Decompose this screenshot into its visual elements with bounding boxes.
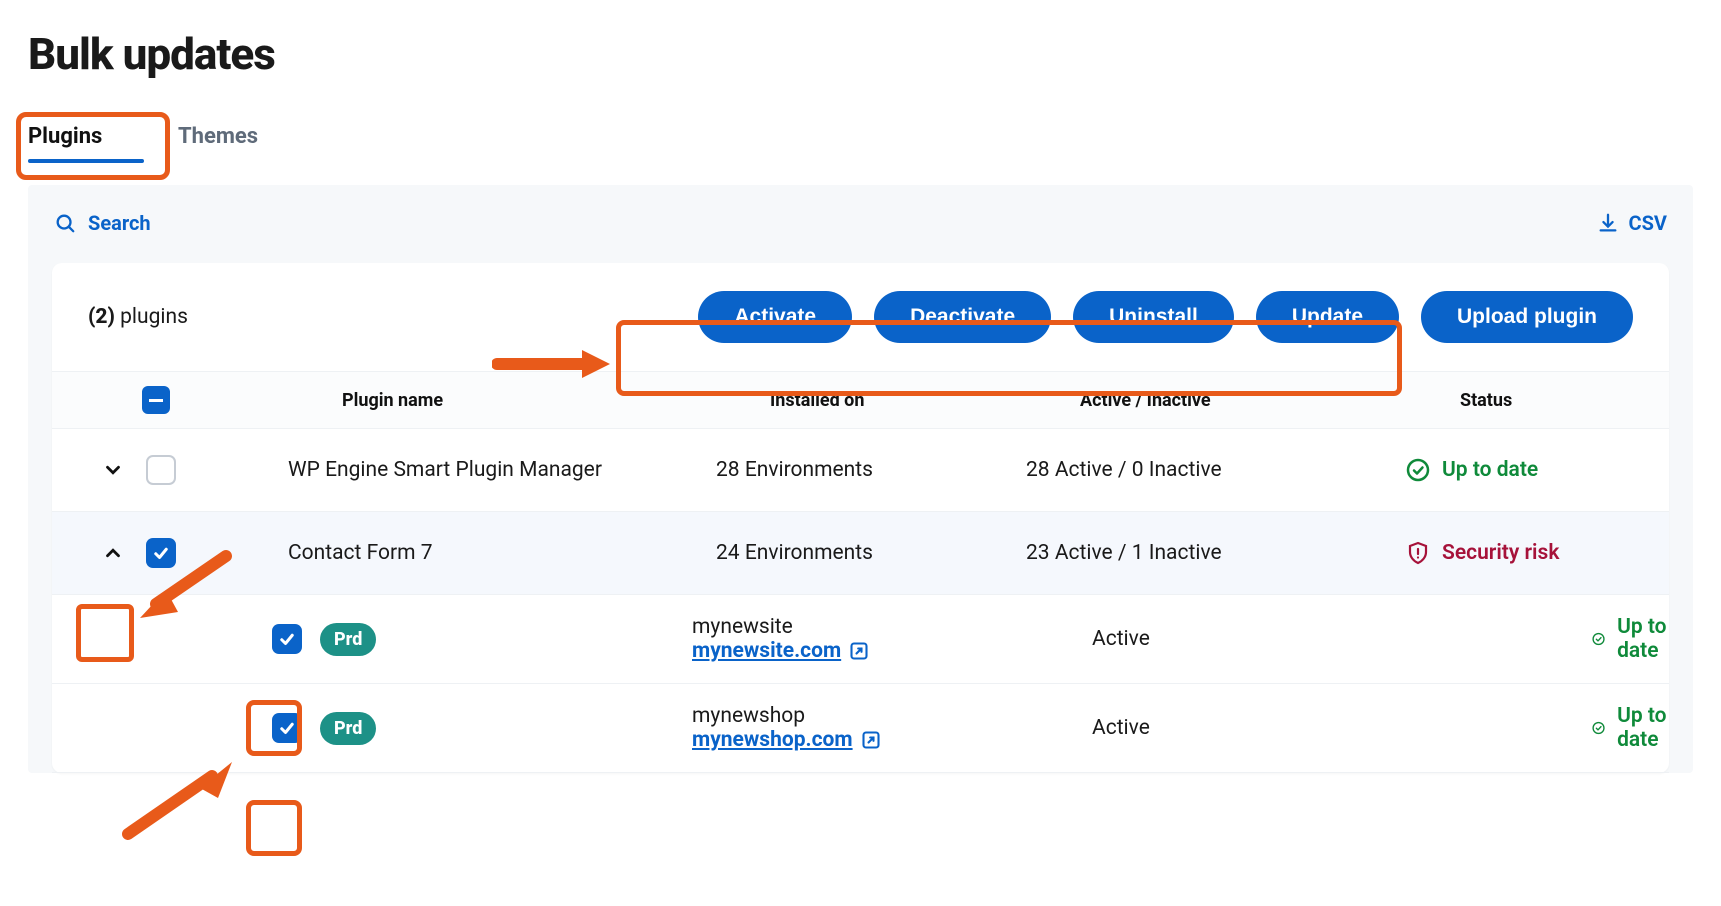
activate-button[interactable]: Activate bbox=[698, 291, 852, 343]
status-label: Up to date bbox=[1617, 615, 1669, 663]
status-label: Up to date bbox=[1442, 458, 1538, 482]
csv-button[interactable]: CSV bbox=[1597, 211, 1667, 235]
check-circle-icon bbox=[1406, 458, 1430, 482]
status-label: Up to date bbox=[1617, 704, 1669, 752]
external-link-icon bbox=[849, 641, 869, 661]
table-row: WP Engine Smart Plugin Manager 28 Enviro… bbox=[52, 429, 1669, 512]
update-button[interactable]: Update bbox=[1256, 291, 1399, 343]
checkmark-icon bbox=[152, 544, 170, 562]
plugin-count-number: (2) bbox=[88, 305, 115, 329]
upload-plugin-button[interactable]: Upload plugin bbox=[1421, 291, 1633, 343]
cell-installed-on: 28 Environments bbox=[716, 458, 1026, 482]
site-url: mynewsite.com bbox=[692, 639, 841, 663]
external-link-icon bbox=[861, 730, 881, 750]
col-status: Status bbox=[1460, 390, 1633, 411]
download-icon bbox=[1597, 212, 1619, 234]
tabs: Plugins Themes bbox=[28, 118, 1693, 163]
col-installed-on: Installed on bbox=[770, 390, 1080, 411]
uninstall-button[interactable]: Uninstall bbox=[1073, 291, 1234, 343]
tab-themes[interactable]: Themes bbox=[178, 118, 258, 163]
checkmark-icon bbox=[278, 630, 296, 648]
search-label: Search bbox=[88, 211, 151, 235]
table-card: (2) plugins Activate Deactivate Uninstal… bbox=[52, 263, 1669, 773]
plugin-count: (2) plugins bbox=[88, 305, 188, 329]
status-label: Security risk bbox=[1442, 541, 1559, 565]
site-name: mynewsite bbox=[692, 615, 1092, 639]
row-checkbox[interactable] bbox=[146, 455, 176, 485]
action-buttons: Activate Deactivate Uninstall Update Upl… bbox=[698, 291, 1633, 343]
env-badge: Prd bbox=[320, 712, 376, 745]
cell-plugin-name: WP Engine Smart Plugin Manager bbox=[288, 458, 716, 482]
page-title: Bulk updates bbox=[28, 28, 1693, 80]
select-all-checkbox[interactable] bbox=[142, 386, 170, 414]
tab-plugins[interactable]: Plugins bbox=[28, 118, 144, 163]
col-active-inactive: Active / Inactive bbox=[1080, 390, 1460, 411]
search-button[interactable]: Search bbox=[54, 211, 151, 235]
cell-active-inactive: 23 Active / 1 Inactive bbox=[1026, 541, 1406, 565]
deactivate-button[interactable]: Deactivate bbox=[874, 291, 1051, 343]
subrow-active: Active bbox=[1092, 716, 1402, 740]
site-name: mynewshop bbox=[692, 704, 1092, 728]
search-icon bbox=[54, 212, 76, 234]
shield-alert-icon bbox=[1406, 541, 1430, 565]
checkmark-icon bbox=[278, 719, 296, 737]
cell-status: Up to date bbox=[1406, 458, 1633, 482]
annotation-box bbox=[246, 800, 302, 856]
subrow-checkbox[interactable] bbox=[272, 624, 302, 654]
subrow-checkbox[interactable] bbox=[272, 713, 302, 743]
site-url: mynewshop.com bbox=[692, 728, 853, 752]
cell-plugin-name: Contact Form 7 bbox=[288, 541, 716, 565]
csv-label: CSV bbox=[1629, 211, 1667, 235]
check-circle-icon bbox=[1592, 627, 1605, 651]
table-row: Contact Form 7 24 Environments 23 Active… bbox=[52, 512, 1669, 595]
expand-toggle[interactable] bbox=[100, 540, 126, 566]
cell-active-inactive: 28 Active / 0 Inactive bbox=[1026, 458, 1406, 482]
subrow-active: Active bbox=[1092, 627, 1402, 651]
site-link[interactable]: mynewshop.com bbox=[692, 728, 881, 752]
expand-toggle[interactable] bbox=[100, 457, 126, 483]
site-link[interactable]: mynewsite.com bbox=[692, 639, 869, 663]
row-checkbox[interactable] bbox=[146, 538, 176, 568]
chevron-down-icon bbox=[102, 459, 124, 481]
cell-status: Security risk bbox=[1406, 541, 1633, 565]
chevron-up-icon bbox=[102, 542, 124, 564]
tab-plugins-underline bbox=[28, 159, 144, 163]
cell-installed-on: 24 Environments bbox=[716, 541, 1026, 565]
subrow-status: Up to date bbox=[1592, 615, 1669, 663]
panel: Search CSV (2) plugins Activate Deactiva… bbox=[28, 185, 1693, 773]
subrow-status: Up to date bbox=[1592, 704, 1669, 752]
table-header: Plugin name Installed on Active / Inacti… bbox=[52, 371, 1669, 429]
table-subrow: Prd mynewsite mynewsite.com Active Up to… bbox=[52, 595, 1669, 684]
env-badge: Prd bbox=[320, 623, 376, 656]
table-subrow: Prd mynewshop mynewshop.com Active Up to… bbox=[52, 684, 1669, 773]
plugin-count-label: plugins bbox=[120, 305, 188, 329]
col-plugin-name: Plugin name bbox=[342, 390, 770, 411]
check-circle-icon bbox=[1592, 716, 1605, 740]
